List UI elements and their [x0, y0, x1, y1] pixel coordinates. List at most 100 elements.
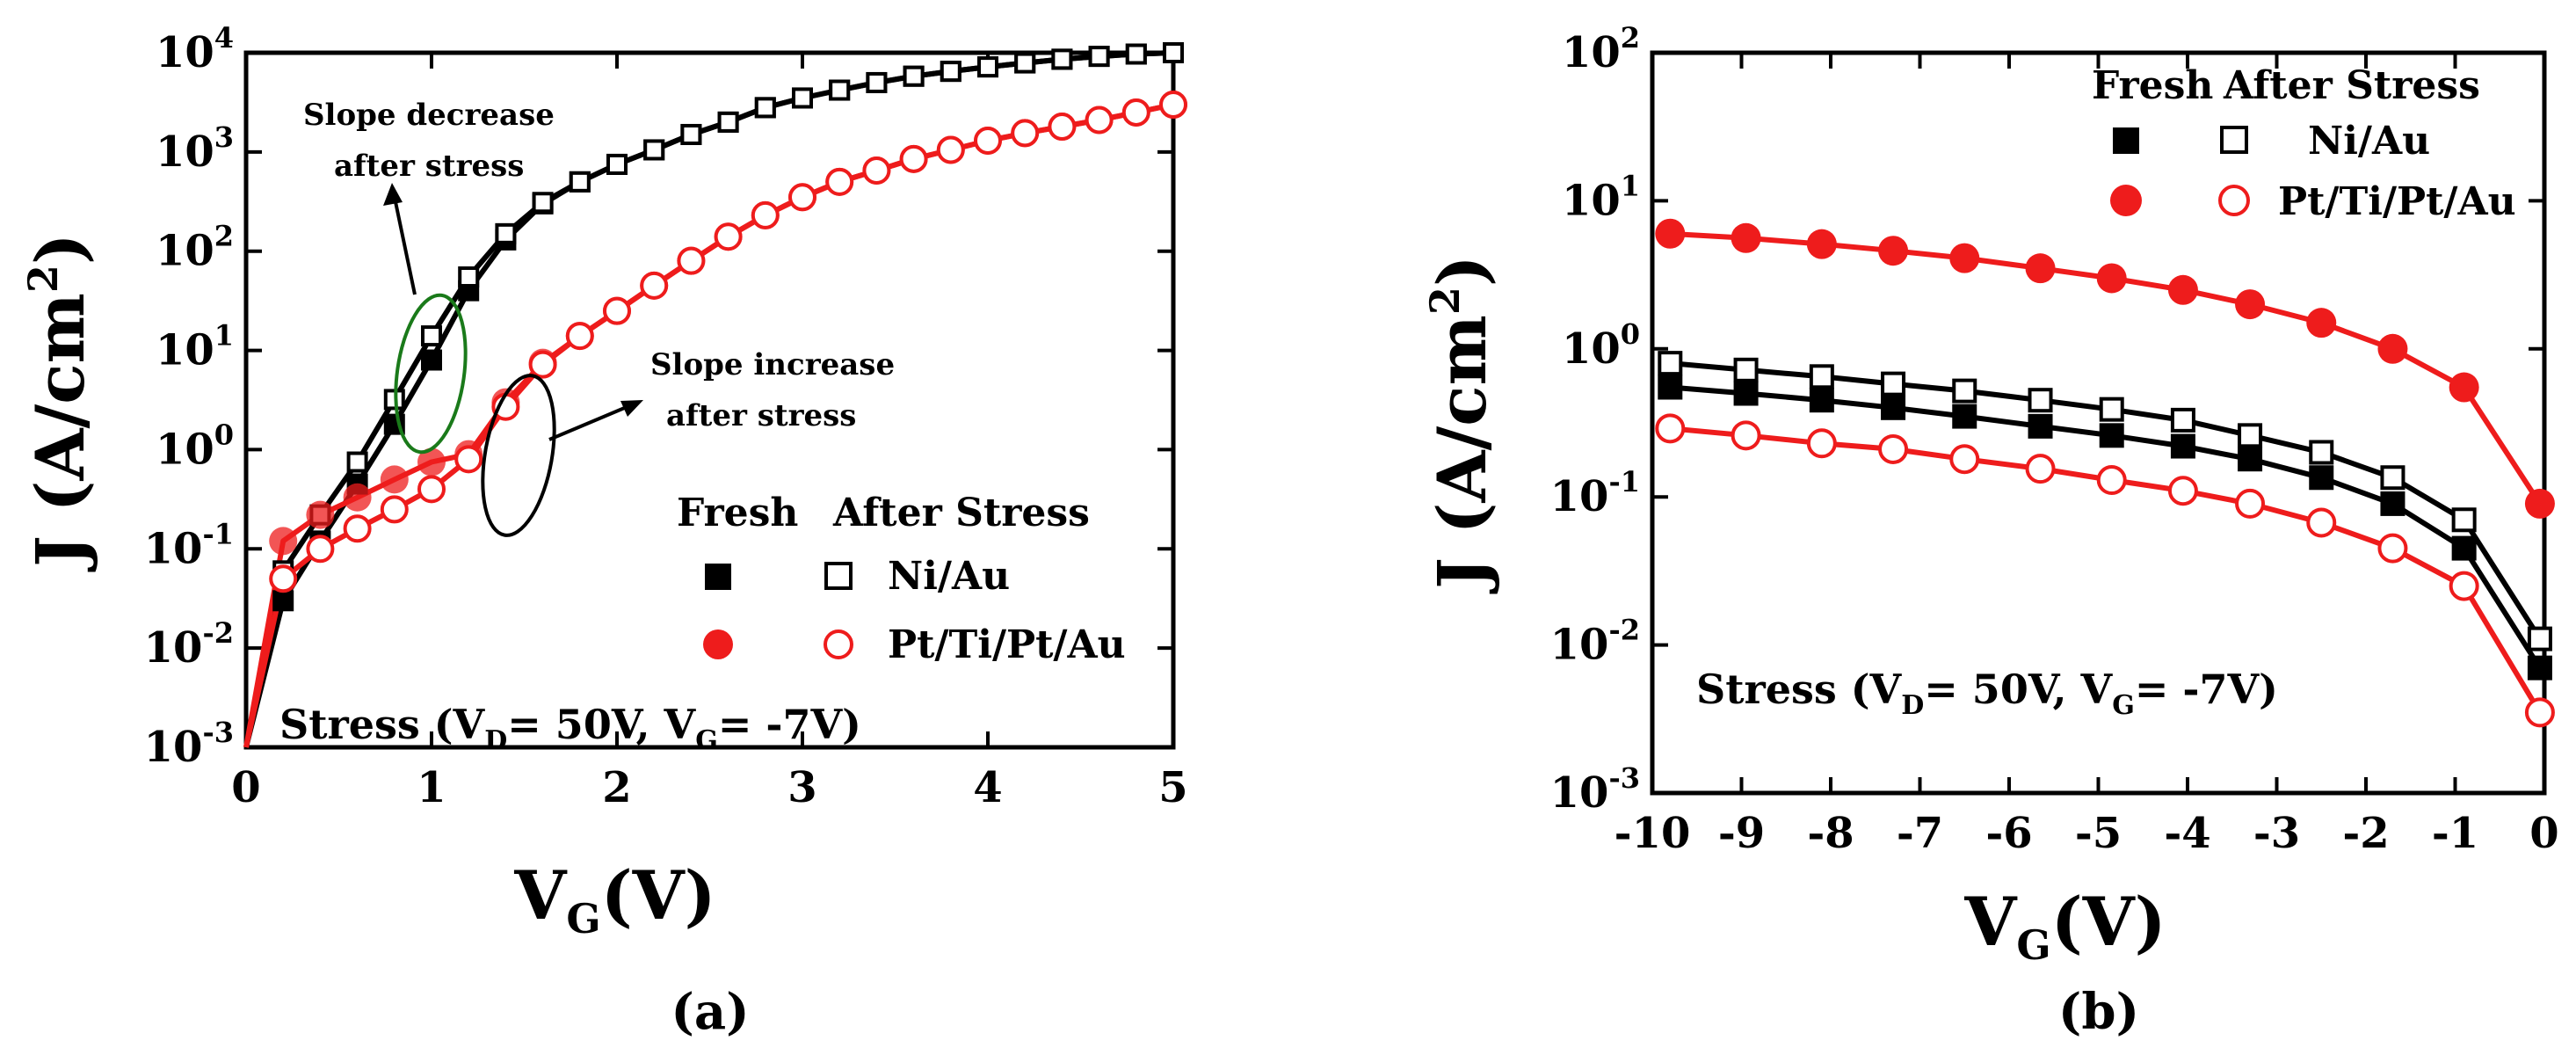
data-point-ni-au-after-stress — [903, 65, 925, 87]
data-point-pt-ti-pt-au-after-stress — [1011, 119, 1040, 148]
data-point-ni-au-after-stress — [2028, 388, 2053, 413]
legend-header-after-a: After Stress — [832, 491, 1090, 535]
data-point-pt-ti-pt-au-fresh — [2025, 253, 2056, 284]
legend-marker-niau-fresh-b — [2113, 127, 2139, 154]
data-point-ni-au-after-stress — [2380, 465, 2405, 491]
slope-increase-arrowhead — [620, 400, 643, 417]
data-point-pt-ti-pt-au-after-stress — [343, 514, 372, 543]
data-point-ni-au-after-stress — [717, 111, 739, 133]
y-tick-label: 10-1 — [144, 517, 234, 573]
data-point-ni-au-after-stress — [940, 61, 961, 83]
data-point-pt-ti-pt-au-fresh — [2306, 308, 2337, 338]
data-point-pt-ti-pt-au-after-stress — [603, 296, 631, 325]
data-point-pt-ti-pt-au-after-stress — [677, 246, 706, 275]
legend-header-fresh-a: Fresh — [677, 491, 798, 535]
legend-label-niau-a: Ni/Au — [888, 554, 1010, 599]
series-layer-a — [243, 42, 1187, 748]
data-point-ni-au-after-stress — [792, 87, 813, 109]
data-point-ni-au-fresh — [272, 590, 294, 612]
x-tick-label: 5 — [1158, 763, 1187, 812]
data-point-ni-au-after-stress — [829, 79, 851, 101]
y-tick-label: 103 — [156, 120, 234, 177]
y-tick-label: 100 — [1562, 317, 1640, 374]
legend-header-after-b: After Stress — [2223, 63, 2480, 108]
x-tick-label: -10 — [1615, 809, 1691, 858]
data-point-ni-au-after-stress — [1881, 371, 1906, 397]
data-point-pt-ti-pt-au-fresh — [343, 483, 372, 512]
slope-decrease-label-line2: after stress — [334, 149, 524, 184]
y-tick-label: 10-3 — [1550, 761, 1640, 818]
data-point-ni-au-after-stress — [1809, 364, 1834, 389]
data-point-pt-ti-pt-au-after-stress — [751, 200, 780, 229]
panel-label-b: (b) — [2058, 983, 2139, 1041]
x-axis-label-b: VG(V) — [1963, 883, 2166, 969]
legend-header-fresh-b: Fresh — [2092, 63, 2213, 108]
panel-a: 0 1 2 3 4 5 10-3 10-2 10-1 100 101 102 103 104 J (A/… — [19, 21, 1188, 1041]
x-tick-label: -8 — [1807, 809, 1854, 858]
legend-marker-pt-fresh-b — [2110, 185, 2142, 216]
data-point-ni-au-after-stress — [495, 222, 517, 244]
data-point-ni-au-after-stress — [680, 123, 702, 145]
data-point-pt-ti-pt-au-fresh — [306, 500, 335, 529]
data-point-ni-au-after-stress — [2451, 507, 2477, 533]
data-point-pt-ti-pt-au-fresh — [1949, 243, 1980, 273]
data-point-pt-ti-pt-au-fresh — [380, 465, 409, 494]
data-point-ni-au-fresh — [1952, 404, 1977, 429]
data-point-ni-au-fresh — [2170, 433, 2195, 459]
data-point-pt-ti-pt-au-fresh — [269, 527, 298, 556]
data-point-pt-ti-pt-au-after-stress — [1731, 420, 1761, 451]
data-point-pt-ti-pt-au-fresh — [1806, 229, 1837, 259]
data-point-pt-ti-pt-au-fresh — [417, 447, 446, 477]
data-point-pt-ti-pt-au-after-stress — [2025, 454, 2056, 484]
data-point-ni-au-fresh — [2527, 655, 2552, 680]
x-tick-label: 0 — [2529, 809, 2558, 858]
data-point-pt-ti-pt-au-after-stress — [2377, 533, 2408, 564]
legend-a: Fresh After Stress Ni/Au Pt/Ti/Pt/Au — [677, 491, 1126, 667]
data-point-ni-au-after-stress — [2309, 440, 2334, 465]
legend-marker-pt-fresh-a — [703, 629, 733, 659]
x-axis-label-a: VG(V) — [513, 856, 715, 942]
data-point-pt-ti-pt-au-after-stress — [1048, 113, 1077, 142]
data-point-pt-ti-pt-au-after-stress — [417, 475, 446, 504]
data-point-pt-ti-pt-au-after-stress — [2524, 697, 2555, 728]
data-point-ni-au-after-stress — [2170, 407, 2195, 433]
data-point-pt-ti-pt-au-fresh — [1731, 222, 1761, 253]
x-tick-label: -9 — [1718, 809, 1765, 858]
y-tick-label: 10-1 — [1550, 465, 1640, 521]
data-point-pt-ti-pt-au-after-stress — [306, 535, 335, 564]
data-point-ni-au-after-stress — [754, 97, 776, 119]
y-tick-label: 102 — [156, 220, 234, 276]
data-point-pt-ti-pt-au-after-stress — [565, 322, 594, 351]
stress-label-a: Stress (VD= 50V, VG= -7V) — [279, 701, 861, 756]
data-point-ni-au-fresh — [2099, 423, 2124, 448]
data-point-ni-au-fresh — [2380, 491, 2405, 516]
data-point-pt-ti-pt-au-after-stress — [974, 126, 1002, 155]
data-point-pt-ti-pt-au-after-stress — [1949, 444, 1980, 475]
data-point-pt-ti-pt-au-after-stress — [640, 271, 669, 300]
legend-label-niau-b: Ni/Au — [2308, 119, 2430, 164]
legend-b: Fresh After Stress Ni/Au Pt/Ti/Pt/Au — [2092, 63, 2516, 224]
stress-label-b: Stress (VD= 50V, VG= -7V) — [1696, 666, 2278, 721]
data-point-ni-au-after-stress — [346, 451, 368, 473]
legend-label-pt-a: Pt/Ti/Pt/Au — [888, 622, 1126, 667]
data-point-pt-ti-pt-au-after-stress — [2167, 476, 2198, 506]
data-point-ni-au-after-stress — [1014, 52, 1036, 74]
legend-marker-pt-after-b — [2218, 185, 2250, 216]
x-axis-ticks-b: -10 -9 -8 -7 -6 -5 -4 -3 -2 -1 0 — [1615, 53, 2559, 858]
data-point-ni-au-after-stress — [1051, 48, 1073, 70]
x-tick-label: -6 — [1985, 809, 2032, 858]
data-point-pt-ti-pt-au-after-stress — [1159, 91, 1187, 120]
x-tick-label: 3 — [787, 763, 816, 812]
x-tick-label: 4 — [973, 763, 1002, 812]
y-axis-label-a: J (A/cm2) — [19, 233, 99, 572]
data-point-ni-au-after-stress — [1952, 378, 1977, 404]
data-point-pt-ti-pt-au-after-stress — [1878, 433, 1909, 464]
y-tick-label: 101 — [156, 319, 234, 375]
panel-b: -10 -9 -8 -7 -6 -5 -4 -3 -2 -1 0 10-310-210-110010… — [1421, 21, 2559, 1041]
y-tick-label: 100 — [156, 418, 234, 474]
x-tick-label: -3 — [2253, 809, 2300, 858]
x-tick-label: -1 — [2432, 809, 2478, 858]
data-point-pt-ti-pt-au-after-stress — [269, 564, 298, 593]
y-tick-label: 10-3 — [144, 716, 234, 772]
